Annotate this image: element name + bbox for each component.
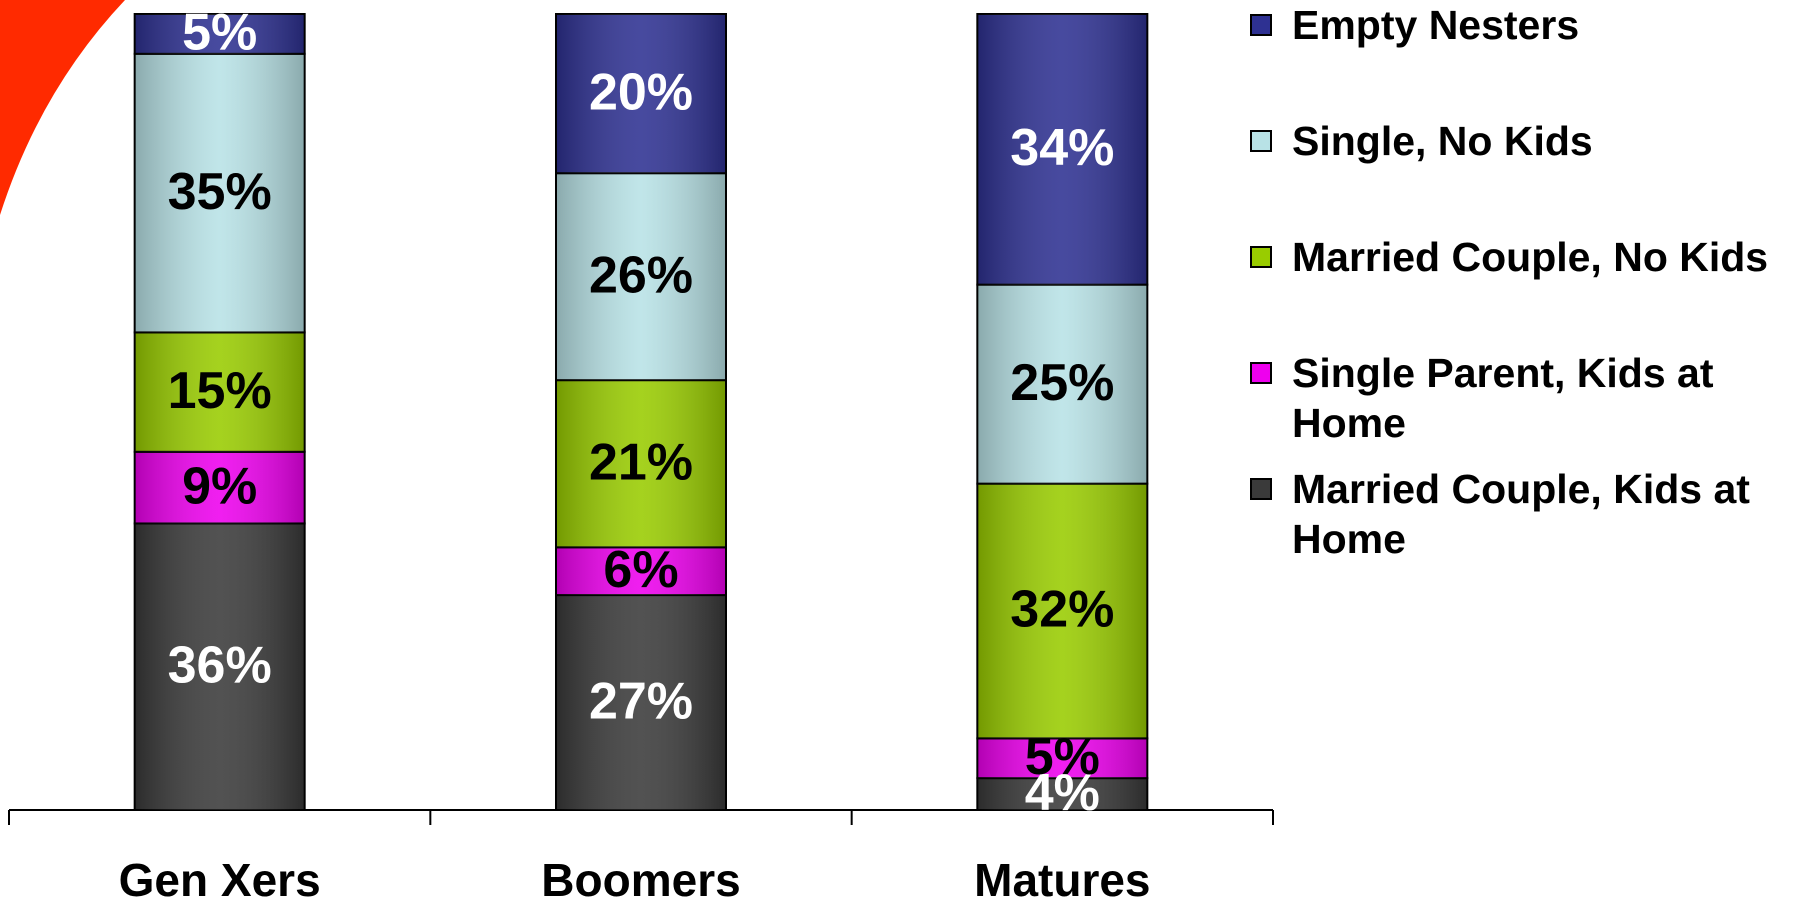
legend-item: Empty Nesters: [1250, 0, 1812, 50]
legend-item: Single Parent, Kids at Home: [1250, 348, 1812, 448]
legend-swatch: [1250, 362, 1272, 384]
value-label: 21%: [589, 433, 693, 491]
value-label: 34%: [1010, 119, 1114, 177]
legend-label: Single Parent, Kids at Home: [1292, 348, 1812, 448]
page: {"chart_data": {"type": "stacked-bar", "…: [0, 0, 1818, 899]
value-label: 5%: [1025, 728, 1100, 786]
x-tick-label: Matures: [974, 854, 1150, 899]
value-label: 26%: [589, 246, 693, 304]
legend-swatch: [1250, 130, 1272, 152]
legend-swatch: [1250, 14, 1272, 36]
value-label: 36%: [168, 636, 272, 694]
legend-label: Empty Nesters: [1292, 0, 1812, 50]
legend-swatch: [1250, 478, 1272, 500]
value-label: 20%: [589, 63, 693, 121]
value-label: 35%: [168, 163, 272, 221]
value-label: 32%: [1010, 581, 1114, 639]
legend-label: Married Couple, Kids at Home: [1292, 464, 1812, 564]
legend-label: Single, No Kids: [1292, 116, 1812, 166]
x-tick-label: Boomers: [541, 854, 740, 899]
decoration: [0, 0, 125, 215]
value-label: 6%: [603, 541, 678, 599]
value-label: 25%: [1010, 354, 1114, 412]
legend-item: Single, No Kids: [1250, 116, 1812, 166]
value-label: 15%: [168, 362, 272, 420]
value-label: 5%: [182, 4, 257, 62]
legend-label: Married Couple, No Kids: [1292, 232, 1812, 282]
legend-item: Married Couple, No Kids: [1250, 232, 1812, 282]
legend-item: Married Couple, Kids at Home: [1250, 464, 1812, 564]
value-label: 9%: [182, 457, 257, 515]
value-label: 27%: [589, 672, 693, 730]
x-tick-label: Gen Xers: [119, 854, 321, 899]
legend-swatch: [1250, 246, 1272, 268]
